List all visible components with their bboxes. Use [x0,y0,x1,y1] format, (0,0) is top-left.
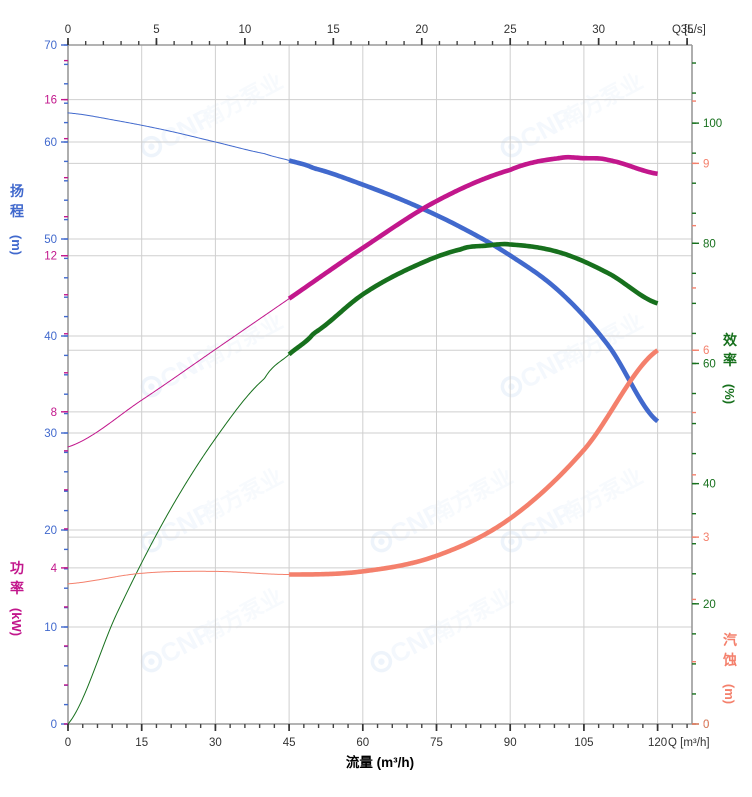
tick-label: 6 [703,345,709,357]
curve-efficiency-thick [287,241,659,357]
tick-label: 35 [681,24,694,36]
tick-label: 40 [44,331,57,343]
tick-label: 20 [415,24,428,36]
tick-label: 30 [209,737,222,749]
tick-label: 100 [703,118,722,130]
tick-label: 30 [592,24,605,36]
head-axis-label-unit: (m) [9,235,24,255]
tick-label: 50 [44,234,57,246]
tick-label: 75 [430,737,443,749]
tick-label: 0 [51,719,57,731]
power-axis-label: 功率 (kW) [9,560,24,636]
ticks-x_top: 0 5 10 15 20 25 30 35 [65,24,694,45]
efficiency-axis-label: 效率 (%) [722,332,738,404]
efficiency-axis-label-char: 效 [723,332,738,348]
tick-label: 40 [703,479,716,491]
tick-label: 90 [504,737,517,749]
curve-efficiency-thin [67,353,290,725]
tick-label: 120 [648,737,667,749]
curves-group [67,112,660,725]
curve-npsh-thick [289,348,659,577]
ticks-y_npsh: 0 3 6 9 [692,100,709,731]
curve-npsh [67,348,659,585]
efficiency-axis-label-unit: (%) [722,384,737,404]
tick-label: 60 [703,358,716,370]
tick-label: 60 [44,137,57,149]
tick-label: 5 [153,24,159,36]
head-axis-label: 扬程 (m) [9,183,24,255]
q-top-unit-label: Q [L/s] [672,24,706,36]
ticks-y_head: 0 10 20 30 40 50 60 70 [44,40,68,731]
head-axis-label-char: 扬 [10,183,24,199]
power-axis-label-char: 功 [10,560,24,576]
tick-label: 10 [238,24,251,36]
head-axis-label-char: 程 [10,203,24,219]
tick-label: 15 [135,737,148,749]
ticks-x_bottom: 0 15 30 45 60 75 90 105 120 [65,724,688,749]
tick-label: 9 [703,158,709,170]
tick-label: 20 [44,525,57,537]
curve-npsh-thin [67,570,290,585]
tick-label: 16 [44,95,57,107]
npsh-axis-label-char: 汽 [723,632,737,648]
x-axis-title: 流量 (m³/h) [346,754,414,770]
curve-power-thick [287,154,658,301]
tick-label: 60 [356,737,369,749]
tick-label: 12 [44,251,57,263]
ticks-y_power: 4 8 12 16 [44,59,68,725]
efficiency-axis-label-char: 率 [723,352,737,368]
tick-label: 8 [51,407,57,419]
tick-label: 45 [283,737,296,749]
npsh-axis-label-char: 蚀 [722,652,737,668]
tick-label: 25 [504,24,517,36]
curve-efficiency [67,241,659,725]
tick-label: 10 [44,622,57,634]
curve-power [67,154,658,448]
tick-label: 105 [574,737,593,749]
tick-label: 0 [703,719,709,731]
curve-head-thin [67,112,290,161]
curve-power-thin [67,298,290,448]
tick-label: 15 [327,24,340,36]
tick-label: 70 [44,40,57,52]
tick-label: 3 [703,532,709,544]
curve-head [67,112,660,424]
q-bottom-unit-label: Q [m³/h] [668,737,710,749]
ticks-y_eff: 0 20 40 60 80 100 [692,62,722,731]
power-axis-label-unit: (kW) [9,608,24,636]
npsh-axis-label: 汽蚀 (m) [722,632,737,704]
tick-label: 0 [703,719,709,731]
curve-head-thick [288,158,660,424]
tick-label: 80 [703,238,716,250]
tick-label: 0 [65,737,71,749]
power-axis-label-char: 率 [10,580,24,596]
tick-label: 20 [703,599,716,611]
tick-label: 0 [65,24,71,36]
tick-label: 4 [51,563,58,575]
tick-label: 30 [44,428,57,440]
npsh-axis-label-unit: (m) [722,684,737,704]
